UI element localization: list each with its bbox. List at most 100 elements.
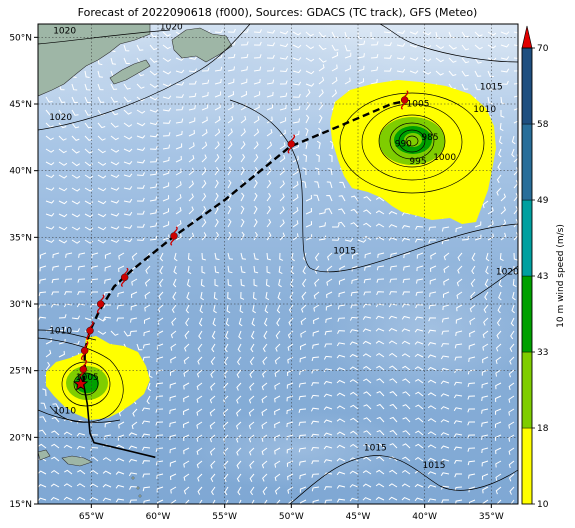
wind-barb [102, 470, 112, 475]
wind-barb [264, 317, 268, 327]
wind-barb [513, 70, 518, 72]
wind-barb [312, 317, 320, 325]
isobar-label: 1020 [53, 26, 76, 36]
wind-barb [213, 291, 218, 301]
wind-barb [331, 51, 339, 59]
wind-barb [298, 421, 307, 426]
wind-barb [188, 193, 194, 202]
wind-barb [453, 433, 463, 438]
isobar-label: 1015 [333, 246, 356, 256]
wind-barb [214, 231, 220, 241]
wind-barb [336, 379, 346, 384]
wind-barb [314, 167, 320, 176]
wind-barb [189, 80, 197, 85]
wind-barb [305, 101, 311, 111]
wind-barb [253, 66, 262, 72]
wind-barb [45, 174, 55, 178]
wind-barb [274, 460, 281, 468]
wind-barb [156, 486, 164, 493]
wind-barb [45, 122, 54, 128]
lat-tick-label: 50°N [9, 33, 32, 43]
wind-barb [287, 486, 294, 494]
wind-barb [467, 434, 476, 439]
wind-barb [89, 483, 99, 488]
wind-barb [375, 352, 385, 358]
colorbar-label: 10 m wind speed (m/s) [556, 224, 566, 328]
wind-barb [182, 421, 190, 428]
wind-barb [266, 104, 273, 111]
wind-barb [292, 81, 302, 86]
wind-barb [323, 459, 333, 463]
wind-barb [388, 328, 398, 332]
wind-barb [482, 356, 489, 364]
wind-barb [162, 70, 172, 75]
wind-barb [443, 265, 450, 273]
wind-barb [274, 473, 281, 482]
wind-barb [428, 239, 436, 244]
wind-barb [362, 303, 372, 308]
wind-barb [240, 53, 249, 59]
wind-barb [76, 496, 86, 501]
wind-barb [97, 239, 107, 244]
wind-barb [162, 119, 171, 124]
wind-barb [175, 181, 182, 189]
wind-barb [169, 408, 177, 414]
wind-barb [277, 291, 282, 301]
wind-barb [58, 226, 68, 231]
colorbar-tick-label: 43 [537, 272, 548, 282]
isobar-label: 1015 [480, 82, 503, 92]
wind-barb [388, 211, 398, 215]
wind-barb [279, 232, 285, 241]
storm-symbol-dot [79, 365, 88, 374]
wind-barb [301, 180, 307, 189]
wind-barb [184, 343, 190, 352]
current-position-star-shape [72, 375, 89, 391]
wind-barb [487, 31, 497, 36]
wind-barb [71, 174, 81, 179]
wind-barb [227, 231, 232, 241]
wind-barb [201, 154, 207, 163]
wind-barb [45, 109, 54, 116]
wind-barb [279, 43, 289, 48]
wind-barb [279, 92, 288, 98]
wind-barb [305, 89, 311, 98]
wind-barb [84, 122, 93, 129]
wind-barb [363, 196, 372, 202]
wind-barb [363, 417, 372, 423]
wind-barb [115, 444, 125, 449]
wind-barb [471, 252, 476, 262]
wind-barb [454, 486, 463, 491]
wind-barb [89, 497, 99, 501]
wind-barb [45, 239, 55, 243]
wind-barb [188, 105, 196, 111]
wind-barb [76, 432, 86, 437]
wind-barb [414, 316, 424, 321]
isobar-990 [398, 129, 426, 153]
isobar-1005 [361, 103, 463, 181]
wind-barb [266, 79, 275, 85]
wind-barb [149, 83, 159, 89]
wind-barb [214, 78, 222, 85]
wind-barb [350, 222, 359, 228]
wind-barb [498, 135, 503, 145]
wind-barb [388, 315, 398, 320]
wind-barb [416, 252, 424, 259]
wind-barb [266, 167, 272, 176]
land-nova-scotia [109, 59, 151, 85]
wind-barb [123, 160, 133, 165]
wind-barb [362, 365, 372, 371]
wind-barb [440, 472, 450, 476]
wind-barb [71, 226, 81, 231]
wind-barb [223, 356, 229, 366]
wind-barb [253, 278, 258, 287]
wind-barb [509, 343, 515, 352]
wind-barb [286, 421, 294, 428]
wind-barb [211, 343, 216, 353]
latitude-axis: 15°N 20°N 25°N 30°N 35°N 40°N 45°N 50°N [9, 33, 38, 510]
wind-barb [84, 70, 90, 78]
wind-barb [169, 395, 177, 402]
wind-barb [77, 291, 86, 296]
wind-barb [201, 129, 208, 137]
wind-barb [495, 447, 502, 455]
wind-barb [172, 278, 177, 288]
